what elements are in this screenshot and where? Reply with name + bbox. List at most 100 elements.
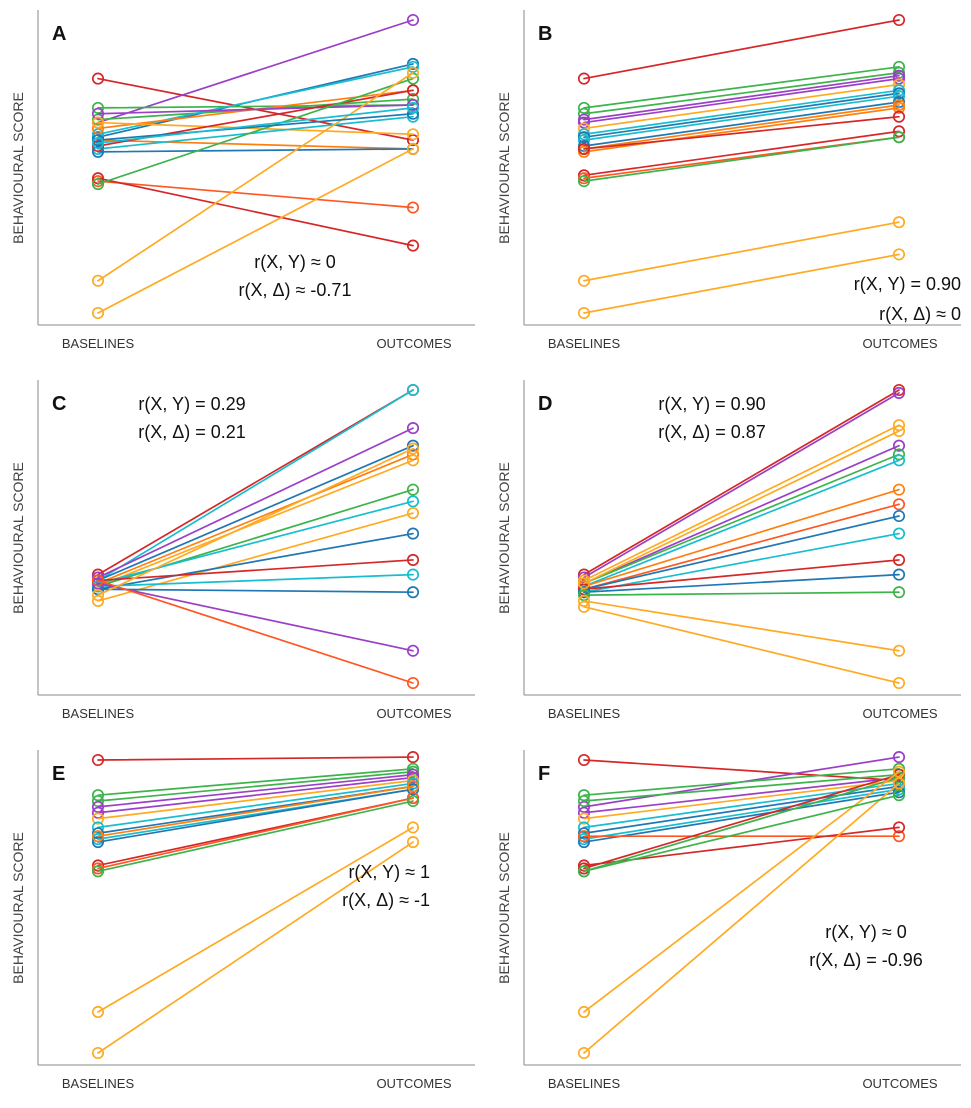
- data-point: [91, 865, 105, 878]
- data-point: [91, 1005, 105, 1019]
- x-tick-label: BASELINES: [548, 336, 621, 351]
- series-line: [583, 444, 900, 585]
- series-line: [583, 77, 900, 124]
- data-point: [577, 1005, 591, 1019]
- series-line: [97, 559, 414, 582]
- series-line: [97, 573, 414, 588]
- series-line: [97, 115, 414, 150]
- correlation-annotation: r(X, Δ) = 0.87: [658, 422, 766, 442]
- series-line: [97, 177, 414, 247]
- series-line: [97, 776, 414, 814]
- series-line: [97, 797, 414, 870]
- series-line: [97, 77, 414, 185]
- series-line: [583, 605, 900, 684]
- series-16: [91, 835, 420, 1060]
- panel-letter: E: [52, 763, 65, 785]
- series-5: [577, 448, 906, 590]
- series-line: [583, 532, 900, 594]
- series-16: [577, 777, 906, 1060]
- correlation-annotation: r(X, Y) ≈ 0: [825, 922, 907, 942]
- panel-letter: F: [538, 763, 550, 785]
- series-line: [583, 776, 900, 814]
- data-point: [406, 644, 420, 657]
- series-6: [91, 454, 420, 593]
- data-point: [892, 830, 906, 843]
- data-point: [91, 306, 105, 320]
- series-line: [97, 841, 414, 1054]
- x-tick-label: BASELINES: [548, 1076, 621, 1091]
- correlation-annotation: r(X, Y) = 0.29: [138, 394, 245, 414]
- x-tick-label: BASELINES: [62, 1076, 135, 1091]
- series-line: [583, 101, 900, 147]
- series-line: [583, 430, 900, 585]
- series-line: [97, 447, 414, 596]
- data-point: [577, 600, 591, 613]
- series-line: [97, 785, 414, 838]
- x-tick-label: BASELINES: [548, 706, 621, 721]
- series-1: [577, 753, 906, 787]
- series-line: [583, 591, 900, 596]
- data-point: [577, 274, 591, 287]
- series-line: [583, 424, 900, 582]
- data-point: [577, 1046, 591, 1060]
- data-point: [91, 589, 105, 602]
- series-line: [97, 579, 414, 684]
- series-line: [583, 392, 900, 579]
- series-1: [91, 383, 420, 581]
- data-point: [406, 128, 420, 141]
- series-line: [583, 389, 900, 576]
- series-line: [97, 770, 414, 802]
- data-point: [892, 568, 906, 581]
- series-17: [91, 66, 420, 287]
- series-1: [91, 751, 420, 767]
- series-line: [97, 427, 414, 579]
- chart-svg: BASELINES OUTCOMES BEHAVIOURAL SCORE Fr(X, …: [496, 750, 961, 1091]
- series-11: [577, 553, 906, 596]
- series-line: [97, 532, 414, 591]
- series-line: [97, 107, 414, 144]
- data-point: [892, 216, 906, 229]
- data-point: [406, 483, 420, 496]
- series-17: [577, 789, 906, 878]
- series-18: [577, 110, 906, 155]
- panel-letter: C: [52, 393, 66, 415]
- data-point: [406, 454, 420, 467]
- chart-svg: BASELINES OUTCOMES BEHAVIOURAL SCORE Ar(X, …: [10, 10, 475, 351]
- data-point: [577, 830, 591, 843]
- data-point: [892, 248, 906, 261]
- data-point: [91, 107, 105, 120]
- series-line: [583, 130, 900, 177]
- panel-letter: B: [538, 23, 552, 45]
- data-point: [892, 509, 906, 523]
- series-line: [97, 582, 414, 652]
- series-line: [583, 107, 900, 153]
- y-axis-label: BEHAVIOURAL SCORE: [496, 832, 512, 984]
- series-line: [583, 488, 900, 588]
- data-point: [406, 142, 420, 155]
- data-point: [406, 13, 420, 27]
- data-point: [406, 553, 420, 566]
- series-15: [577, 765, 906, 1019]
- correlation-annotation: r(X, Y) ≈ 1: [348, 862, 430, 882]
- data-point: [892, 483, 906, 496]
- data-point: [577, 72, 591, 85]
- series-line: [583, 770, 900, 1013]
- series-18: [91, 142, 420, 320]
- chart-svg: BASELINES OUTCOMES BEHAVIOURAL SCORE C r(X, …: [10, 380, 475, 721]
- x-tick-label: BASELINES: [62, 706, 135, 721]
- series-line: [583, 779, 900, 820]
- x-tick-label: BASELINES: [62, 336, 135, 351]
- data-point: [406, 568, 420, 581]
- data-point: [892, 101, 906, 114]
- series-line: [97, 139, 414, 150]
- series-line: [583, 600, 900, 652]
- series-line: [97, 767, 414, 797]
- series-16: [91, 442, 420, 602]
- series-line: [583, 782, 900, 1054]
- data-point: [577, 865, 591, 878]
- data-point: [406, 101, 420, 114]
